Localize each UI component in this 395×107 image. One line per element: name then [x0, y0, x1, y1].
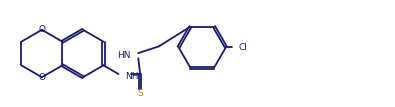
- Text: O: O: [38, 73, 45, 82]
- Text: NH: NH: [126, 72, 139, 81]
- Text: O: O: [38, 25, 45, 34]
- Text: Cl: Cl: [239, 43, 248, 52]
- Text: S: S: [137, 89, 143, 98]
- Text: HN: HN: [118, 51, 131, 60]
